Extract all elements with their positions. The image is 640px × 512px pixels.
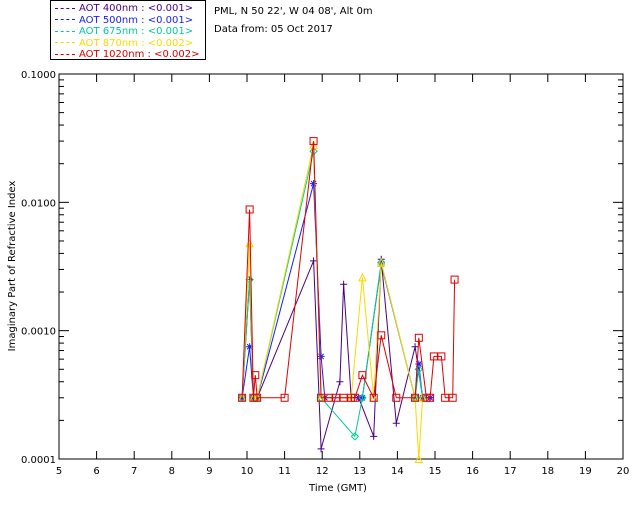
legend-line-swatch bbox=[55, 42, 75, 43]
x-axis-ticks: 5 6 7 8 9 10 11 12 13 14 15 16 17 18 19 20 bbox=[56, 74, 630, 477]
legend-line-swatch bbox=[55, 30, 75, 32]
x-tick-label: 19 bbox=[579, 466, 592, 477]
data-point bbox=[377, 331, 386, 340]
legend-line-swatch bbox=[55, 7, 75, 9]
legend-label: AOT 400nm : <0.001> bbox=[79, 3, 194, 14]
data-point bbox=[317, 352, 325, 360]
data-point bbox=[310, 180, 318, 188]
data-point bbox=[369, 393, 378, 402]
x-tick-label: 14 bbox=[391, 466, 404, 477]
x-tick-label: 11 bbox=[278, 466, 291, 477]
data-point bbox=[414, 333, 423, 342]
data-point bbox=[253, 393, 262, 402]
data-point bbox=[376, 257, 386, 267]
data-point bbox=[317, 393, 326, 402]
data-point bbox=[426, 393, 435, 402]
data-point bbox=[411, 393, 420, 402]
x-tick-label: 17 bbox=[504, 466, 517, 477]
site-location: PML, N 50 22', W 04 08', Alt 0m bbox=[214, 6, 373, 17]
data-point bbox=[251, 371, 260, 380]
y-axis-ticks: 0.0001 0.0010 0.0100 0.1000 bbox=[21, 70, 623, 466]
x-tick-label: 6 bbox=[93, 466, 99, 477]
legend-entry: AOT 1020nm : <0.002> bbox=[55, 49, 199, 61]
x-tick-label: 8 bbox=[169, 466, 175, 477]
series bbox=[238, 137, 459, 402]
y-tick-label: 0.1000 bbox=[21, 70, 56, 81]
series-line bbox=[241, 141, 456, 400]
data-point bbox=[340, 280, 348, 288]
data-point bbox=[280, 393, 289, 402]
data-point bbox=[245, 205, 254, 214]
legend-entry: AOT 500nm : <0.001> bbox=[55, 15, 193, 27]
y-tick-label: 0.0001 bbox=[21, 455, 56, 466]
data-point bbox=[411, 343, 419, 351]
x-tick-label: 7 bbox=[131, 466, 137, 477]
data-point bbox=[336, 378, 344, 386]
legend-entry: AOT 870nm : <0.002> bbox=[55, 38, 193, 50]
data-point bbox=[370, 432, 378, 440]
x-tick-label: 13 bbox=[353, 466, 366, 477]
data-point bbox=[350, 393, 359, 402]
data-point bbox=[429, 352, 438, 361]
legend-entry: AOT 675nm : <0.001> bbox=[55, 26, 193, 38]
legend-label: AOT 500nm : <0.001> bbox=[79, 14, 194, 26]
data-point bbox=[310, 257, 318, 265]
data-point bbox=[450, 275, 459, 284]
y-axis-label: Imaginary Part of Refractive Index bbox=[7, 181, 18, 352]
x-tick-label: 16 bbox=[466, 466, 479, 477]
y-tick-label: 0.0100 bbox=[21, 198, 56, 209]
x-tick-label: 15 bbox=[429, 466, 442, 477]
data-point bbox=[392, 419, 400, 427]
data-point bbox=[448, 393, 457, 402]
y-tick-label: 0.0010 bbox=[21, 327, 56, 338]
data-point bbox=[339, 393, 348, 402]
x-tick-label: 18 bbox=[541, 466, 554, 477]
data-point bbox=[246, 343, 254, 351]
data-point bbox=[392, 393, 401, 402]
legend-label: AOT 1020nm : <0.002> bbox=[79, 49, 200, 60]
data-point bbox=[350, 432, 360, 441]
data-point bbox=[238, 393, 247, 402]
x-tick-label: 12 bbox=[316, 466, 329, 477]
legend-entry: AOT 400nm : <0.001> bbox=[55, 3, 193, 15]
legend-label: AOT 870nm : <0.002> bbox=[79, 37, 194, 49]
data-point bbox=[317, 445, 325, 453]
data-point bbox=[414, 454, 424, 463]
x-axis-label: Time (GMT) bbox=[308, 483, 367, 494]
x-tick-label: 10 bbox=[241, 466, 254, 477]
data-point bbox=[309, 137, 318, 146]
data-point bbox=[437, 352, 446, 361]
legend-line-swatch bbox=[55, 53, 75, 55]
x-tick-label: 5 bbox=[56, 466, 62, 477]
x-tick-label: 9 bbox=[206, 466, 212, 477]
data-point bbox=[358, 272, 367, 282]
legend-line-swatch bbox=[55, 19, 75, 20]
data-point bbox=[358, 393, 367, 402]
data-date: Data from: 05 Oct 2017 bbox=[214, 24, 333, 35]
data-point bbox=[415, 360, 423, 368]
legend-label: AOT 675nm : <0.001> bbox=[79, 26, 194, 37]
x-tick-label: 20 bbox=[617, 466, 630, 477]
data-point bbox=[332, 393, 341, 402]
plot-area bbox=[58, 73, 624, 460]
legend: AOT 400nm : <0.001> AOT 500nm : <0.001> AO… bbox=[50, 0, 206, 60]
data-point bbox=[324, 393, 333, 402]
series-layer bbox=[237, 137, 459, 463]
data-point bbox=[358, 371, 367, 380]
data-point bbox=[441, 393, 450, 402]
